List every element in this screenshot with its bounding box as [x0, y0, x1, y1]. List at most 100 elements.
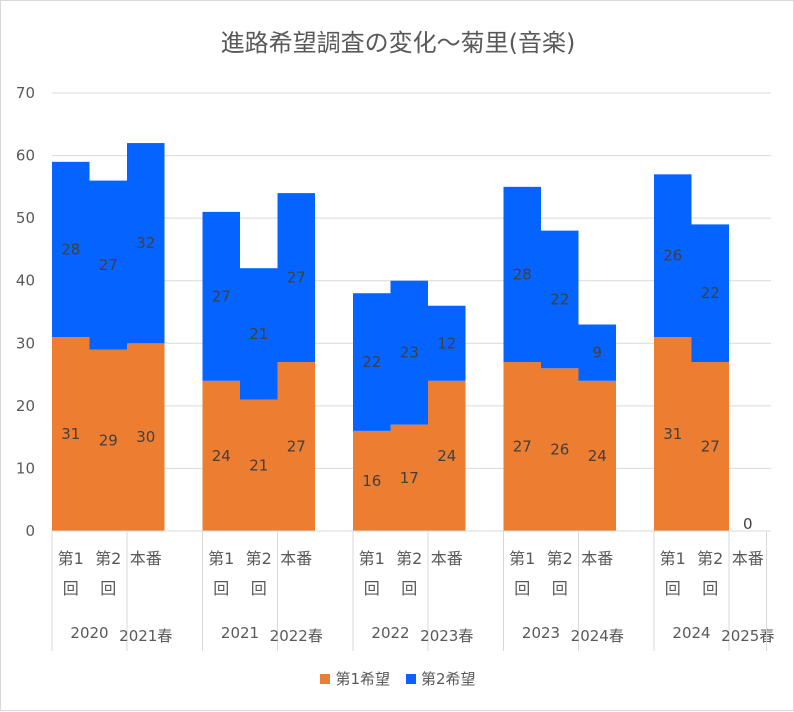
bar-second-choice: [541, 230, 579, 369]
group-label: 2025春: [721, 627, 774, 645]
bar-first-choice: [541, 368, 579, 531]
bar-second-choice: [691, 224, 729, 363]
category-label: 本番: [431, 549, 463, 568]
bar-first-choice: [578, 380, 616, 531]
group-label: 2022春: [270, 627, 323, 645]
data-label: 30: [136, 428, 155, 446]
legend-label: 第2希望: [421, 670, 476, 688]
data-label: 26: [663, 247, 682, 265]
category-label: 本番: [581, 549, 613, 568]
category-label: 本番: [280, 549, 312, 568]
category-label: 回: [63, 579, 79, 598]
data-label: 22: [701, 284, 720, 302]
y-tick-label: 50: [16, 209, 35, 227]
y-tick-label: 30: [16, 334, 35, 352]
category-label: 回: [665, 579, 681, 598]
category-label: 回: [401, 579, 417, 598]
category-label: 第2: [396, 549, 422, 568]
data-label: 21: [249, 456, 268, 474]
group-label: 2023春: [420, 627, 473, 645]
y-tick-label: 60: [16, 147, 35, 165]
bar-first-choice: [89, 349, 127, 531]
data-label: 24: [588, 447, 607, 465]
category-label: 第1: [58, 549, 84, 568]
category-label: 回: [702, 579, 718, 598]
category-label: 回: [213, 579, 229, 598]
data-label: 0: [743, 515, 753, 533]
bar-first-choice: [127, 343, 165, 531]
bar-second-choice: [127, 143, 165, 344]
data-label: 32: [136, 234, 155, 252]
group-label: 2024春: [571, 627, 624, 645]
bar-second-choice: [654, 174, 692, 338]
data-label: 27: [99, 256, 118, 274]
data-label: 21: [249, 325, 268, 343]
data-label: 27: [287, 438, 306, 456]
bar-first-choice: [202, 380, 240, 531]
bar-second-choice: [503, 186, 541, 363]
data-label: 24: [437, 447, 456, 465]
bar-second-choice: [89, 180, 127, 350]
bar-second-choice: [277, 193, 315, 363]
y-tick-label: 0: [25, 522, 35, 540]
bar-second-choice: [240, 268, 278, 400]
data-label: 9: [592, 344, 602, 362]
category-label: 回: [251, 579, 267, 598]
category-label: 回: [514, 579, 530, 598]
data-label: 27: [513, 438, 532, 456]
category-label: 第2: [697, 549, 723, 568]
bar-first-choice: [52, 337, 90, 531]
data-label: 31: [663, 425, 682, 443]
y-tick-label: 40: [16, 272, 35, 290]
category-label: 本番: [732, 549, 764, 568]
bar-second-choice: [202, 211, 240, 381]
bar-second-choice: [52, 161, 90, 338]
category-label: 第1: [208, 549, 234, 568]
data-label: 12: [437, 334, 456, 352]
bar-second-choice: [353, 293, 391, 431]
data-label: 22: [362, 353, 381, 371]
legend-item: 第2希望: [406, 668, 476, 689]
data-label: 27: [701, 438, 720, 456]
data-label: 29: [99, 431, 118, 449]
data-label: 27: [287, 269, 306, 287]
bar-first-choice: [428, 380, 466, 531]
category-label: 回: [100, 579, 116, 598]
category-label: 第2: [547, 549, 573, 568]
chart-title: 進路希望調査の変化～菊里(音楽): [220, 29, 576, 57]
data-label: 24: [212, 447, 231, 465]
bar-first-choice: [654, 337, 692, 531]
category-label: 第2: [246, 549, 272, 568]
bar-first-choice: [390, 424, 428, 531]
data-label: 16: [362, 472, 381, 490]
category-label: 回: [364, 579, 380, 598]
data-label: 28: [61, 240, 80, 258]
category-label: 第1: [509, 549, 535, 568]
category-label: 第2: [95, 549, 121, 568]
bar-second-choice: [428, 305, 466, 381]
data-label: 27: [212, 287, 231, 305]
group-label: 2020: [70, 624, 108, 642]
category-label: 本番: [130, 549, 162, 568]
legend: 第1希望 第2希望: [1, 668, 794, 689]
legend-item: 第1希望: [320, 668, 390, 689]
y-tick-label: 10: [16, 459, 35, 477]
legend-swatch: [406, 673, 416, 684]
bar-first-choice: [240, 399, 278, 531]
y-tick-label: 70: [16, 84, 35, 102]
data-label: 22: [550, 290, 569, 308]
category-label: 回: [552, 579, 568, 598]
group-label: 2023: [522, 624, 560, 642]
y-tick-label: 20: [16, 397, 35, 415]
data-label: 28: [513, 265, 532, 283]
group-label: 2022: [371, 624, 409, 642]
bar-first-choice: [353, 430, 391, 531]
legend-label: 第1希望: [335, 670, 390, 688]
group-label: 2021春: [119, 627, 172, 645]
bar-first-choice: [277, 362, 315, 531]
category-label: 第1: [660, 549, 686, 568]
category-label: 第1: [359, 549, 385, 568]
bar-first-choice: [691, 362, 729, 531]
bar-first-choice: [503, 362, 541, 531]
